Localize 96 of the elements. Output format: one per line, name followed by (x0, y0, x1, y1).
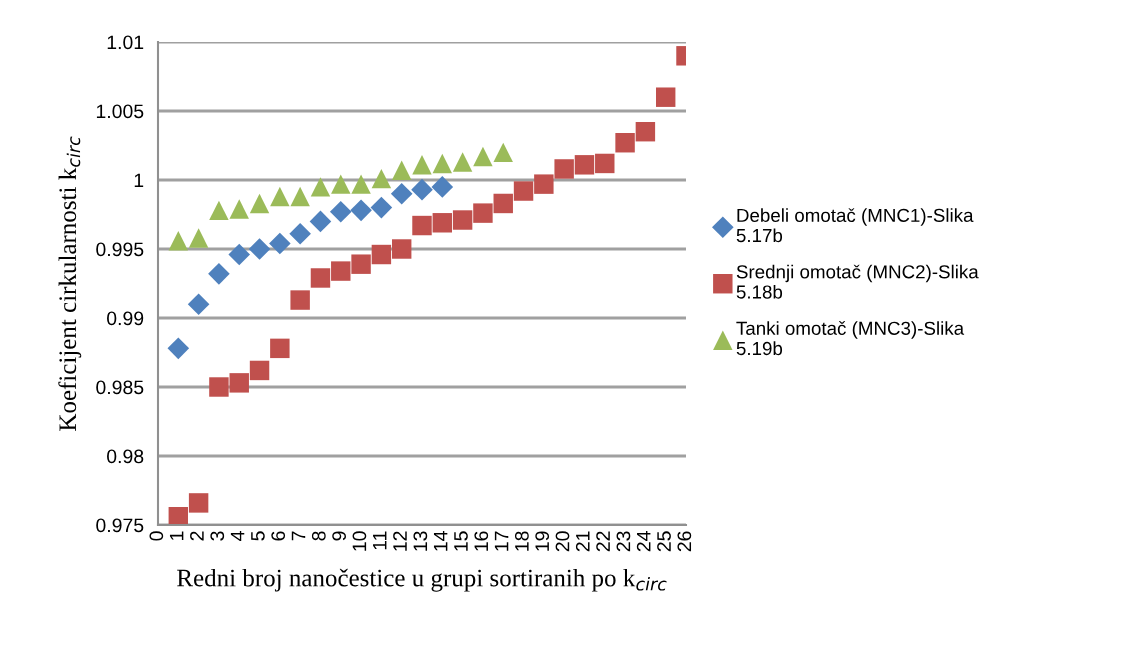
point (310, 268, 331, 288)
point (168, 507, 189, 525)
point (209, 200, 229, 221)
y-tick-label: 0.99 (107, 311, 144, 326)
point (248, 238, 271, 260)
point (229, 373, 249, 393)
point (249, 193, 270, 214)
point (534, 174, 554, 194)
x-tick-label: 13 (413, 531, 428, 551)
point (493, 193, 513, 214)
point (595, 153, 615, 174)
x-tick-label: 9 (332, 531, 346, 541)
y-tick-label: 0.995 (96, 242, 144, 257)
x-tick-label: 24 (636, 531, 651, 552)
y-tick-label: 0.975 (96, 518, 144, 533)
x-tick-label: 23 (616, 531, 631, 552)
x-tick-label: 7 (291, 531, 306, 541)
y-tick-label: 0.985 (96, 380, 144, 395)
x-tick-label: 0 (149, 531, 164, 541)
point (473, 146, 493, 167)
point (452, 152, 473, 172)
point (208, 263, 230, 285)
y-tick-label: 1.005 (96, 104, 144, 119)
point (411, 178, 433, 201)
x-tick-label: 14 (433, 531, 448, 551)
point (350, 199, 372, 222)
x-tick-label: 20 (555, 531, 570, 552)
x-tick-label: 6 (271, 531, 286, 541)
x-tick-label: 2 (190, 531, 204, 541)
point (269, 232, 291, 255)
x-tick-label: 17 (494, 531, 509, 551)
point (493, 142, 513, 163)
point (167, 337, 190, 360)
point (209, 377, 229, 397)
point (331, 174, 351, 194)
point (574, 155, 595, 175)
legend-label: Srednji omotač (MNC2)-Slika 5.18b (736, 264, 979, 299)
x-tick-label: 19 (535, 531, 550, 551)
point (168, 231, 189, 251)
point (310, 177, 331, 197)
point (188, 493, 209, 513)
point (371, 244, 392, 265)
point (391, 239, 412, 259)
x-tick-label: 12 (393, 531, 407, 551)
point (270, 186, 290, 207)
y-tick-label: 0.98 (107, 449, 144, 464)
x-tick-label: 5 (251, 531, 265, 541)
point (452, 210, 473, 230)
point (431, 176, 454, 198)
x-tick-label: 18 (514, 531, 529, 551)
point (615, 133, 635, 153)
point (329, 200, 352, 223)
point (412, 155, 432, 175)
x-tick-label: 25 (657, 531, 671, 552)
point (432, 213, 453, 233)
y-tick-label: 1 (134, 173, 144, 188)
point (655, 87, 676, 107)
point (371, 168, 392, 189)
point (390, 183, 413, 205)
point (331, 261, 351, 281)
legend-label: Tanki omotač (MNC3)-Slika 5.19b (736, 321, 965, 356)
point (473, 203, 493, 223)
point (187, 293, 210, 315)
point (554, 159, 574, 179)
x-tick-label: 11 (373, 531, 387, 550)
point (290, 290, 310, 310)
legend-label: Debeli omotač (MNC1)-Slika 5.17b (736, 208, 974, 243)
x-tick-label: 1 (169, 531, 184, 540)
point (391, 160, 412, 181)
point (309, 210, 332, 233)
x-tick-label: 26 (677, 531, 692, 552)
x-axis-title: Redni broj nanočestice u grupi sortiranih po k$_{circ}$ (177, 568, 667, 592)
point (290, 186, 310, 207)
x-tick-label: 3 (210, 531, 225, 541)
x-tick-label: 16 (474, 531, 489, 551)
point (370, 196, 393, 219)
point (249, 360, 270, 381)
point (228, 243, 251, 266)
point (351, 254, 371, 274)
x-tick-label: 22 (596, 531, 610, 552)
x-tick-label: 4 (230, 531, 245, 541)
x-tick-label: 8 (311, 531, 326, 541)
point (635, 121, 656, 142)
x-tick-label: 15 (454, 531, 468, 551)
point (412, 215, 432, 236)
point (229, 199, 249, 219)
point (188, 228, 209, 248)
point (289, 223, 311, 245)
y-axis-title: Koeficijent cirkularnosti k$_{circ}$ (58, 136, 82, 431)
point (270, 338, 290, 359)
x-tick-label: 21 (575, 531, 590, 552)
y-tick-label: 1.01 (107, 35, 144, 50)
point (351, 174, 371, 194)
point (513, 181, 534, 201)
point (432, 153, 453, 174)
x-tick-label: 10 (352, 531, 367, 551)
